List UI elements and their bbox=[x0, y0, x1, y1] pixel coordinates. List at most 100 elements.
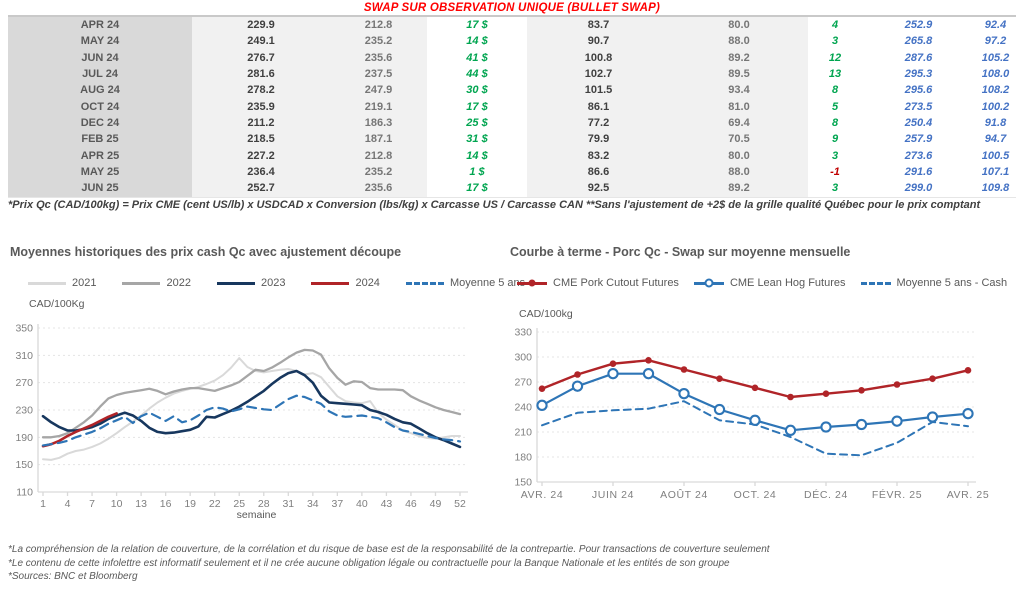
open-circle-icon bbox=[704, 278, 714, 288]
y-axis-unit-label: CAD/100Kg bbox=[29, 298, 85, 310]
svg-text:34: 34 bbox=[307, 498, 319, 510]
chart-line bbox=[541, 400, 969, 457]
svg-text:19: 19 bbox=[184, 498, 196, 510]
table-cell: 97.2 bbox=[984, 35, 1007, 48]
data-point-marker bbox=[607, 368, 619, 380]
svg-text:FÉVR. 25: FÉVR. 25 bbox=[872, 488, 922, 501]
data-point-marker bbox=[716, 375, 723, 382]
table-cell: 13 bbox=[828, 68, 842, 81]
footnotes: *La compréhension de la relation de couv… bbox=[8, 543, 770, 584]
table-cell: MAY 24 bbox=[8, 33, 192, 50]
chart-line bbox=[42, 357, 461, 461]
legend-item: CME Lean Hog Futures bbox=[693, 277, 846, 289]
table-cell: 1 $ bbox=[469, 166, 485, 179]
table-cell: 100.2 bbox=[981, 100, 1010, 113]
svg-text:OCT. 24: OCT. 24 bbox=[734, 489, 777, 501]
legend-line-swatch-icon bbox=[311, 281, 350, 285]
table-cell: 187.1 bbox=[330, 131, 427, 148]
table-cell: 299.0 bbox=[904, 182, 933, 195]
table-cell: 88.0 bbox=[670, 164, 808, 181]
table-cell: OCT 24 bbox=[8, 98, 192, 116]
svg-text:310: 310 bbox=[15, 350, 33, 362]
legend-line-swatch-icon bbox=[517, 279, 547, 287]
table-row: OCT 24 235.9 219.1 17 $ 86.1 81.0 5 273.5 100.2 bbox=[8, 98, 1016, 116]
svg-text:150: 150 bbox=[15, 459, 33, 471]
svg-text:190: 190 bbox=[15, 432, 33, 444]
data-point-marker bbox=[609, 360, 617, 367]
table-row: JUN 24 276.7 235.6 41 $ 100.8 89.2 12 287.6 105.… bbox=[8, 49, 1016, 67]
table-cell: 186.3 bbox=[330, 115, 427, 132]
table-cell: 257.9 bbox=[904, 133, 933, 146]
svg-text:4: 4 bbox=[65, 498, 71, 510]
table-cell: 108.2 bbox=[981, 84, 1010, 97]
swap-table-body: APR 24 229.9 212.8 17 $83.7 80.0 4 252.9 92.4 MA… bbox=[8, 17, 1016, 197]
table-cell: 281.6 bbox=[192, 66, 330, 83]
svg-text:10: 10 bbox=[111, 498, 123, 510]
data-point-marker bbox=[713, 403, 726, 416]
table-cell: 8 bbox=[831, 117, 839, 130]
table-cell: 219.1 bbox=[330, 98, 427, 116]
table-cell: 287.6 bbox=[904, 51, 933, 64]
legend-line-swatch-icon bbox=[28, 281, 66, 285]
legend-label: CME Lean Hog Futures bbox=[729, 277, 846, 289]
table-cell: 44 $ bbox=[466, 68, 488, 81]
right-chart-title: Courbe à terme - Porc Qc - Swap sur moye… bbox=[510, 245, 851, 259]
table-row: DEC 24 211.2 186.3 25 $ 77.2 69.4 8 250.4 91.8 bbox=[8, 115, 1016, 132]
table-cell: 229.9 bbox=[192, 17, 330, 34]
data-point-marker bbox=[538, 385, 546, 392]
table-cell: APR 24 bbox=[8, 17, 192, 34]
legend-item: 2022 bbox=[122, 277, 191, 289]
table-cell: 3 bbox=[831, 149, 839, 162]
table-cell: 81.0 bbox=[670, 98, 808, 116]
table-cell: 247.9 bbox=[330, 82, 427, 99]
table-cell: 79.9 bbox=[527, 131, 670, 148]
svg-text:230: 230 bbox=[15, 405, 33, 417]
svg-text:270: 270 bbox=[514, 377, 532, 389]
svg-text:1: 1 bbox=[40, 498, 46, 510]
data-point-marker bbox=[891, 415, 903, 427]
table-cell: 249.1 bbox=[192, 33, 330, 50]
table-cell: 211.2 bbox=[192, 115, 330, 132]
legend-label: 2024 bbox=[355, 277, 380, 289]
table-cell: AUG 24 bbox=[8, 82, 192, 99]
table-cell: 227.2 bbox=[192, 147, 330, 165]
legend-line-swatch-icon bbox=[216, 281, 255, 285]
table-cell: 88.0 bbox=[670, 33, 808, 50]
table-cell: 102.7 bbox=[527, 66, 670, 83]
legend-line-swatch-icon bbox=[405, 281, 444, 285]
table-cell: 8 bbox=[831, 84, 839, 97]
table-cell: 5 bbox=[831, 100, 839, 113]
svg-text:330: 330 bbox=[514, 327, 532, 339]
data-point-marker bbox=[893, 381, 901, 388]
table-cell: 14 $ bbox=[466, 35, 488, 48]
table-cell: 83.7 bbox=[527, 17, 670, 34]
table-cell: 218.5 bbox=[192, 131, 330, 148]
left-chart-legend: 2021 2022 2023 2024 Moyenne 5 ans bbox=[28, 277, 525, 289]
table-cell: 91.8 bbox=[984, 117, 1007, 130]
table-cell: 291.6 bbox=[904, 166, 933, 179]
table-cell: 278.2 bbox=[192, 82, 330, 99]
y-axis-unit-label: CAD/100kg bbox=[519, 308, 573, 320]
table-cell: 25 $ bbox=[466, 117, 488, 130]
table-cell: 100.5 bbox=[981, 149, 1010, 162]
filled-circle-icon bbox=[528, 279, 536, 287]
table-row: JUL 24 281.6 237.5 44 $ 102.7 89.5 13 295.3 108.… bbox=[8, 66, 1016, 83]
table-cell: 100.8 bbox=[527, 49, 670, 67]
table-cell: 80.0 bbox=[670, 17, 808, 34]
svg-text:49: 49 bbox=[430, 498, 442, 510]
table-cell: 252.7 bbox=[192, 180, 330, 197]
table-cell: 30 $ bbox=[466, 84, 488, 97]
data-point-marker bbox=[678, 388, 690, 400]
chart-line bbox=[41, 394, 462, 447]
svg-text:110: 110 bbox=[16, 487, 33, 499]
svg-text:150: 150 bbox=[514, 477, 532, 489]
data-point-marker bbox=[642, 368, 655, 380]
footnote-line: *Sources: BNC et Bloomberg bbox=[8, 571, 138, 582]
table-cell: JUN 24 bbox=[8, 49, 192, 67]
svg-text:40: 40 bbox=[356, 498, 368, 510]
table-cell: 3 bbox=[831, 35, 839, 48]
table-cell: 83.2 bbox=[527, 147, 670, 165]
data-point-marker bbox=[574, 371, 581, 378]
legend-item: 2021 bbox=[28, 277, 96, 289]
legend-item: 2024 bbox=[311, 277, 380, 289]
